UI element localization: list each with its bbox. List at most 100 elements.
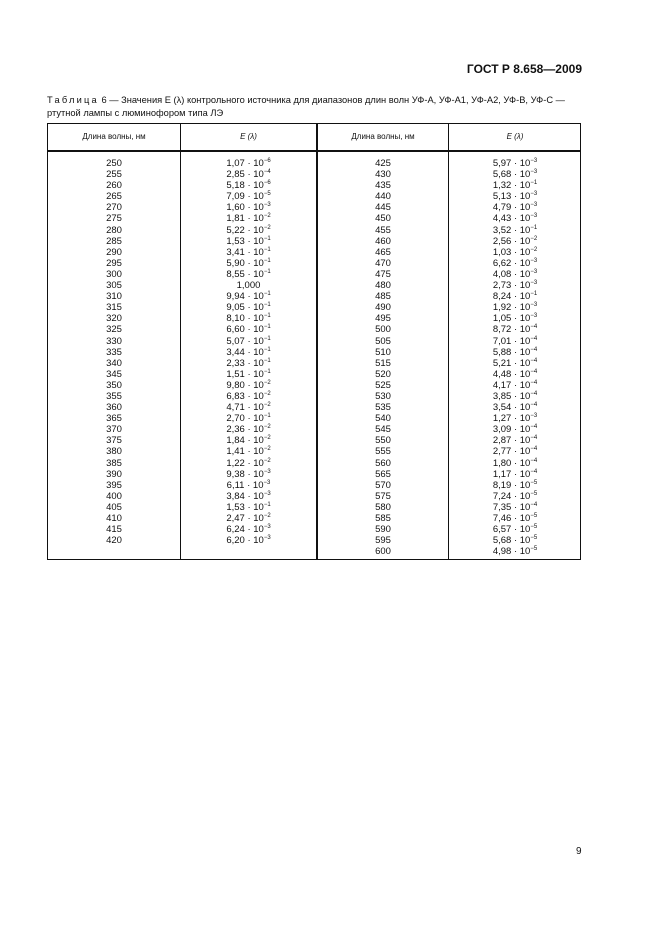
power-base: · 10 <box>244 268 264 280</box>
exponent: −4 <box>530 468 538 475</box>
mantissa: 3,41 <box>226 246 245 258</box>
mantissa: 2,73 <box>492 280 512 292</box>
exponent: −4 <box>530 402 538 409</box>
exponent: −4 <box>530 457 538 464</box>
wavelength-cell: 505 <box>375 335 391 347</box>
power-base: · 10 <box>511 390 531 402</box>
mantissa: 1,84 <box>226 435 245 447</box>
power-base: · 10 <box>244 346 264 358</box>
power-base: · 10 <box>244 368 264 380</box>
exponent: −2 <box>263 390 271 397</box>
e-column-left: 1,07 · 10−6 2,85 · 10−4 5,18 · 10−6 7,09 · … <box>181 158 316 546</box>
exponent: −5 <box>263 191 271 198</box>
power-base: · 10 <box>511 379 531 391</box>
e-value-cell: 4,79 · 10−3 <box>449 202 581 213</box>
power-base: · 10 <box>511 169 531 181</box>
e-value-cell: 1,81 · 10−2 <box>181 213 316 224</box>
power-base: · 10 <box>511 501 531 513</box>
mantissa: 5,88 <box>492 346 512 358</box>
exponent: −4 <box>530 346 538 353</box>
e-value-cell: 5,68 · 10−5 <box>449 535 581 546</box>
mantissa: 2,77 <box>492 446 512 458</box>
e-value-cell: 1,07 · 10−6 <box>181 158 316 169</box>
wavelength-cell: 580 <box>375 501 391 513</box>
wavelength-cell: 405 <box>106 501 122 513</box>
mantissa: 8,24 <box>492 291 512 303</box>
e-value-cell: 2,56 · 10−2 <box>449 236 581 247</box>
power-base: · 10 <box>511 524 531 536</box>
exponent: −3 <box>530 169 538 176</box>
exponent: −2 <box>263 224 271 231</box>
power-base: · 10 <box>511 368 531 380</box>
exponent: −4 <box>263 169 271 176</box>
power-base: · 10 <box>511 324 531 336</box>
mantissa: 2,36 <box>226 424 245 436</box>
e-value-cell: 8,10 · 10−1 <box>181 313 316 324</box>
mantissa: 4,71 <box>226 402 245 414</box>
power-base: · 10 <box>244 313 264 325</box>
e-value-cell: 5,90 · 10−1 <box>181 258 316 269</box>
wavelength-cell: 345 <box>106 368 122 380</box>
wavelength-cell: 250 <box>106 158 122 169</box>
wavelength-cell: 365 <box>106 413 122 425</box>
wavelength-cell: 305 <box>106 280 122 292</box>
power-base: · 10 <box>511 268 531 280</box>
e-value-cell: 3,41 · 10−1 <box>181 247 316 258</box>
e-value-cell: 5,88 · 10−4 <box>449 347 581 358</box>
wavelength-cell: 565 <box>375 468 391 480</box>
mantissa: 5,68 <box>492 169 512 181</box>
e-value-cell: 5,97 · 10−3 <box>449 158 581 169</box>
wavelength-cell: 375 <box>106 435 122 447</box>
exponent: −6 <box>263 180 271 187</box>
wavelength-column-left: 250 255 260 265 270 275 280 285 290 295 300 305 310 3… <box>48 158 180 546</box>
exponent: −1 <box>263 324 271 331</box>
power-base: · 10 <box>511 202 531 214</box>
e-value-cell: 2,85 · 10−4 <box>181 169 316 180</box>
mantissa: 5,21 <box>492 357 512 369</box>
e-value-cell: 1,32 · 10−1 <box>449 180 581 191</box>
exponent: −3 <box>530 268 538 275</box>
mantissa: 6,83 <box>226 390 245 402</box>
wavelength-cell: 340 <box>106 357 122 369</box>
e-value-cell: 5,18 · 10−6 <box>181 180 316 191</box>
wavelength-cell: 475 <box>375 268 391 280</box>
exponent: −3 <box>530 158 538 164</box>
exponent: −5 <box>530 535 538 542</box>
wavelength-cell: 545 <box>375 424 391 436</box>
power-base: · 10 <box>244 446 264 458</box>
wavelength-cell: 425 <box>375 158 391 169</box>
wavelength-cell: 445 <box>375 202 391 214</box>
exponent: −1 <box>263 246 271 253</box>
e-value-cell: 1,17 · 10−4 <box>449 469 581 480</box>
power-base: · 10 <box>511 446 531 458</box>
power-base: · 10 <box>244 202 264 214</box>
e-value-cell: 3,44 · 10−1 <box>181 347 316 358</box>
wavelength-cell: 465 <box>375 246 391 258</box>
mantissa: 9,05 <box>226 302 245 314</box>
exponent: −3 <box>530 313 538 320</box>
exponent: −5 <box>530 513 538 519</box>
wavelength-cell: 395 <box>106 479 122 491</box>
power-base: · 10 <box>244 357 264 369</box>
wavelength-cell: 540 <box>375 413 391 425</box>
exponent: −4 <box>530 424 538 431</box>
e-value-cell: 4,48 · 10−4 <box>449 369 581 380</box>
e-value-cell: 6,57 · 10−5 <box>449 524 581 535</box>
wavelength-cell: 390 <box>106 468 122 480</box>
wavelength-cell: 595 <box>375 535 391 547</box>
column-divider <box>448 124 449 559</box>
e-value-cell: 7,35 · 10−4 <box>449 502 581 513</box>
power-base: · 10 <box>244 435 264 447</box>
mantissa: 6,24 <box>226 524 245 536</box>
power-base: · 10 <box>244 468 264 480</box>
wavelength-cell: 530 <box>375 390 391 402</box>
mantissa: 4,98 <box>492 546 512 558</box>
wavelength-cell: 295 <box>106 257 122 269</box>
mantissa: 6,57 <box>492 524 512 536</box>
exponent: −4 <box>530 368 538 375</box>
mantissa: 5,97 <box>492 158 512 169</box>
wavelength-cell: 470 <box>375 257 391 269</box>
mantissa: 6,20 <box>226 535 245 547</box>
exponent: −2 <box>263 379 271 386</box>
power-base: · 10 <box>511 291 531 303</box>
